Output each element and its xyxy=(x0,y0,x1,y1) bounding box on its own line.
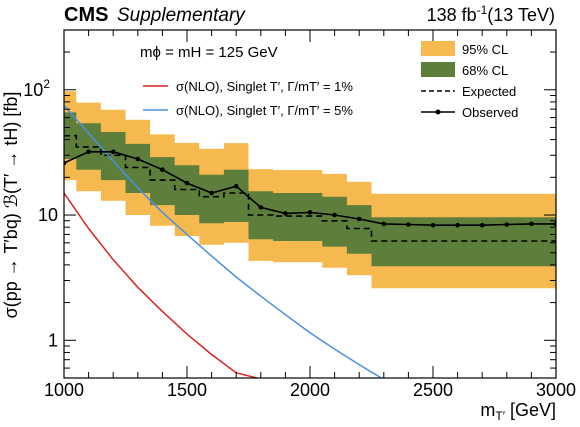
legend-theory-label-0: σ(NLO), Singlet T′, Γ/mT′ = 1% xyxy=(176,79,353,94)
observed-point xyxy=(381,221,387,227)
observed-point xyxy=(430,222,436,228)
observed-point xyxy=(406,222,411,227)
luminosity-label: 138 fb-1(13 TeV) xyxy=(427,3,555,25)
legend-label-3: Observed xyxy=(462,105,518,120)
observed-point xyxy=(135,156,141,162)
theory-curve-1pct xyxy=(64,192,258,378)
legend-swatch-0 xyxy=(421,41,455,56)
observed-point xyxy=(332,212,337,218)
y-tick-label: 102 xyxy=(23,77,50,100)
observed-point xyxy=(356,216,362,222)
x-axis-title-sub: T′ xyxy=(495,409,505,423)
observed-point xyxy=(160,167,165,172)
x-tick-label: 2500 xyxy=(413,380,453,400)
observed-point xyxy=(307,210,313,215)
x-axis-title: mT′ [GeV] xyxy=(480,400,556,423)
observed-point xyxy=(184,180,190,186)
observed-point xyxy=(283,211,288,216)
observed-point xyxy=(110,149,116,155)
observed-point xyxy=(86,149,91,155)
legend-label-0: 95% CL xyxy=(462,42,508,57)
legend-swatch-1 xyxy=(421,62,455,77)
x-axis-title-unit: [GeV] xyxy=(505,400,556,420)
band-68cl xyxy=(64,112,556,267)
mass-annotation: mϕ = mH = 125 GeV xyxy=(140,44,278,61)
y-tick-label: 1 xyxy=(48,330,58,350)
lumi-exponent: -1 xyxy=(477,3,488,17)
legend-marker-3 xyxy=(435,109,441,115)
plot-area: 1000 1500 2000 2500 3000 1 10 102 95% CL 68% CL Ex… xyxy=(23,29,576,400)
experiment-label: CMS xyxy=(64,4,108,26)
lumi-value: 138 fb xyxy=(427,5,477,25)
observed-point xyxy=(209,190,214,196)
y-tick-label: 10 xyxy=(38,205,58,225)
x-tick-label: 2000 xyxy=(290,380,330,400)
y-axis-title: σ(pp → T′bq) ℬ(T′ → tH) [fb] xyxy=(1,92,21,319)
legend-label-2: Expected xyxy=(462,84,516,99)
theory-curve-5pct xyxy=(64,104,382,378)
x-tick-label: 3000 xyxy=(536,380,576,400)
observed-point xyxy=(479,222,485,228)
plot-series-group xyxy=(64,91,556,378)
observed-point xyxy=(233,183,239,189)
observed-point xyxy=(258,205,264,210)
x-axis-title-var: m xyxy=(480,400,495,420)
observed-point xyxy=(529,221,534,227)
energy-value: (13 TeV) xyxy=(487,5,555,25)
x-tick-label: 1500 xyxy=(167,380,207,400)
legend-label-1: 68% CL xyxy=(462,63,508,78)
observed-point xyxy=(455,222,460,228)
x-tick-label: 1000 xyxy=(44,380,84,400)
expected-limit-line xyxy=(64,134,556,242)
status-label: Supplementary xyxy=(117,5,246,26)
observed-point xyxy=(504,222,510,227)
legend-theory-label-1: σ(NLO), Singlet T′, Γ/mT′ = 5% xyxy=(176,103,353,118)
